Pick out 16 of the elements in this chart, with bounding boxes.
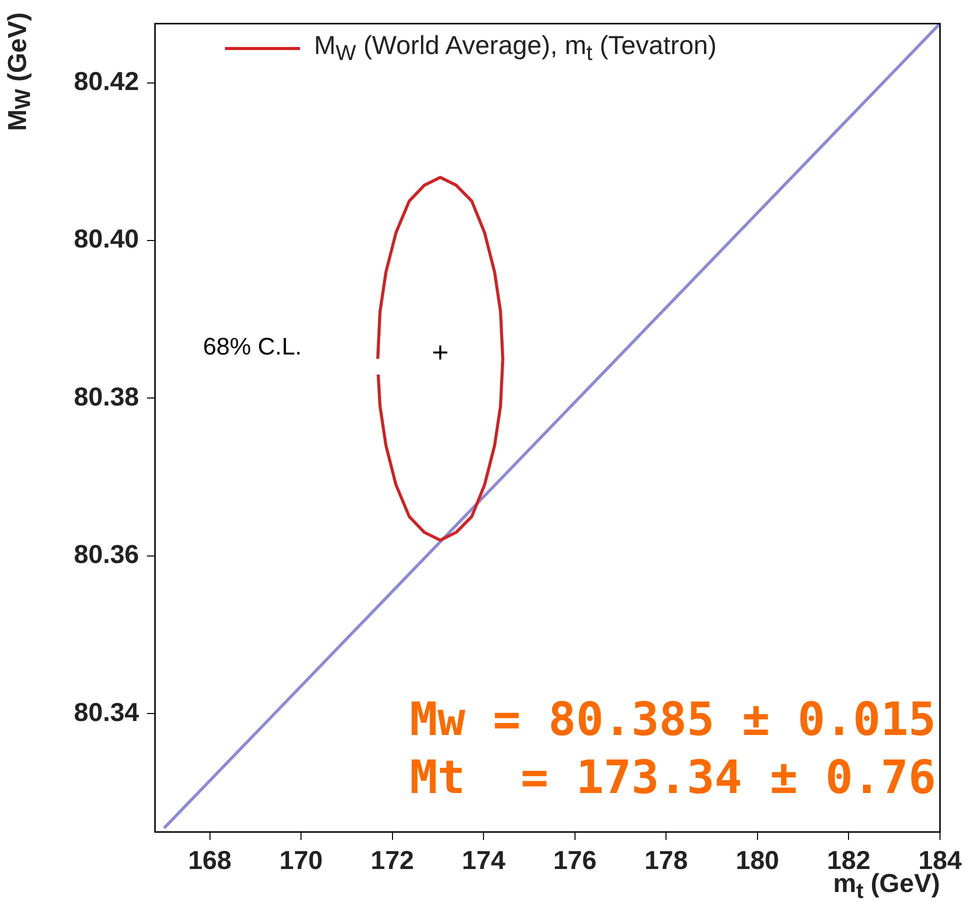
y-tick-label: 80.36 <box>74 539 139 570</box>
y-tick-label: 80.38 <box>74 381 139 412</box>
y-tick-label: 80.34 <box>74 696 140 727</box>
x-tick-label: 168 <box>188 844 232 875</box>
annotation: Mw = 80.385 ± 0.015 <box>410 691 936 748</box>
legend-label: M$_{W}$ (World Average), m$_{t}$ (Tevatron) <box>314 30 717 66</box>
x-tick-label: 172 <box>370 844 414 875</box>
x-tick-label: 174 <box>462 844 506 875</box>
y-tick-label: 80.42 <box>74 66 139 96</box>
x-tick-label: 178 <box>644 844 688 875</box>
x-tick-label: 180 <box>736 844 780 875</box>
x-tick-label: 176 <box>553 844 597 875</box>
y-tick-label: 80.40 <box>74 224 139 254</box>
annotation: Mt = 173.34 ± 0.76 <box>410 749 936 806</box>
x-tick-label: 170 <box>279 844 323 875</box>
annotation: 68% C.L. <box>203 334 302 361</box>
